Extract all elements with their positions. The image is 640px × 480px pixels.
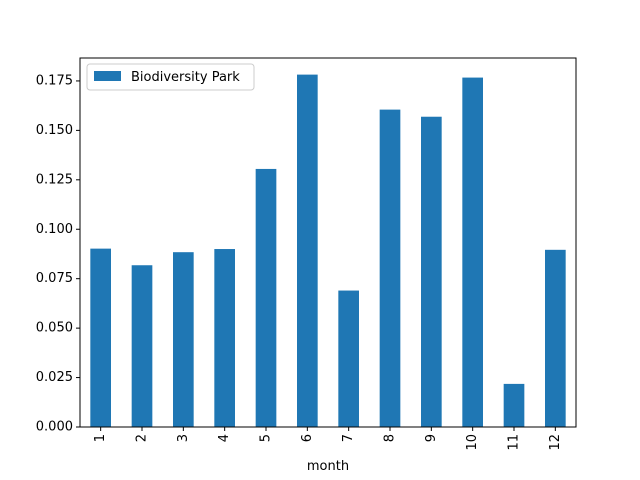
legend-label-biodiversity-park: Biodiversity Park	[131, 70, 240, 85]
x-tick-label: 5	[259, 434, 274, 442]
x-tick-label: 11	[507, 434, 522, 451]
bar-month-7	[338, 290, 359, 427]
legend: Biodiversity Park	[86, 63, 255, 91]
bar-month-4	[214, 249, 235, 427]
y-axis: 0.000 0.025 0.050 0.075 0.100 0.125 0.150 0.175	[36, 73, 80, 435]
axes-frame	[79, 57, 577, 428]
x-tick-label: 10	[465, 434, 480, 451]
bar-month-5	[255, 168, 277, 427]
bars-group	[90, 74, 566, 428]
x-tick-label: 8	[383, 434, 398, 442]
x-tick-label: 6	[300, 434, 315, 442]
bar-month-11	[503, 383, 525, 427]
x-tick-label: 3	[176, 434, 191, 442]
legend-box	[86, 63, 255, 91]
y-tick-label: 0.000	[36, 420, 73, 435]
y-tick-label: 0.025	[36, 370, 73, 385]
x-tick-label: 7	[341, 434, 356, 442]
bar-month-3	[173, 252, 194, 427]
y-tick-label: 0.125	[36, 172, 73, 187]
bar-month-9	[421, 116, 442, 427]
bar-month-8	[379, 109, 401, 428]
legend-swatch	[94, 71, 121, 81]
y-tick-label: 0.075	[36, 271, 73, 286]
bar-month-6	[297, 74, 318, 428]
y-tick-label: 0.175	[36, 73, 73, 88]
y-tick-label: 0.150	[36, 123, 73, 138]
x-axis-label: month	[307, 459, 349, 474]
x-axis: 1 2 3 4 5 6 7 8 9 10 11 12	[93, 427, 563, 451]
bar-month-1	[90, 248, 111, 427]
x-tick-label: 1	[93, 434, 108, 442]
bar-month-10	[462, 77, 483, 427]
bar-month-12	[545, 249, 566, 427]
x-tick-label: 2	[135, 434, 150, 442]
x-tick-label: 9	[424, 434, 439, 442]
y-tick-label: 0.100	[36, 222, 73, 237]
x-tick-label: 4	[217, 434, 232, 442]
bar-month-2	[131, 265, 153, 427]
x-tick-label: 12	[548, 434, 563, 451]
y-tick-label: 0.050	[36, 321, 73, 336]
